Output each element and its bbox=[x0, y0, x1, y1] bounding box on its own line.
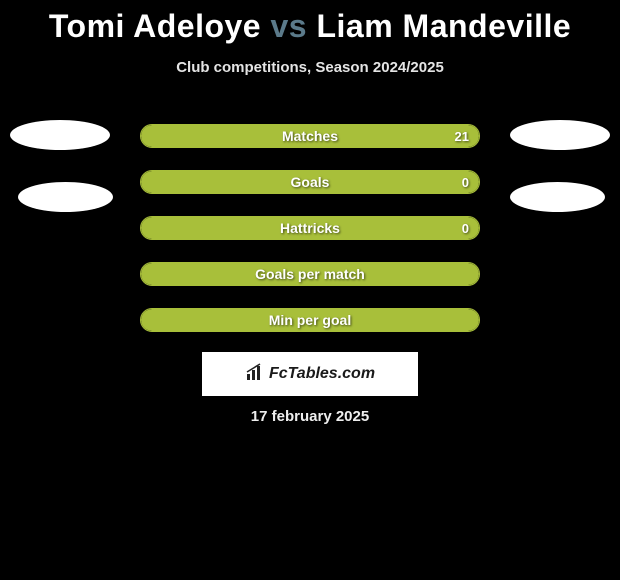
logo-text: FcTables.com bbox=[269, 365, 375, 383]
chart-icon bbox=[245, 362, 265, 387]
stat-value: 0 bbox=[462, 175, 469, 190]
stats-rows: Matches 21 Goals 0 Hattricks 0 Goals per… bbox=[140, 124, 480, 332]
date-text: 17 february 2025 bbox=[0, 408, 620, 425]
placeholder-oval bbox=[510, 120, 610, 150]
placeholder-oval bbox=[510, 182, 605, 212]
stat-row-goals: Goals 0 bbox=[140, 170, 480, 194]
stat-value: 0 bbox=[462, 221, 469, 236]
vs-text: vs bbox=[270, 8, 307, 44]
stat-row-mpg: Min per goal bbox=[140, 308, 480, 332]
stat-row-hattricks: Hattricks 0 bbox=[140, 216, 480, 240]
stat-label: Hattricks bbox=[280, 220, 340, 236]
stat-label: Min per goal bbox=[269, 312, 351, 328]
stat-label: Goals bbox=[291, 174, 330, 190]
stat-value: 21 bbox=[455, 129, 469, 144]
right-ovals bbox=[510, 120, 610, 212]
stat-label: Goals per match bbox=[255, 266, 365, 282]
left-ovals bbox=[10, 120, 113, 212]
placeholder-oval bbox=[10, 120, 110, 150]
stat-row-gpm: Goals per match bbox=[140, 262, 480, 286]
page-title: Tomi Adeloye vs Liam Mandeville bbox=[0, 8, 620, 45]
player2-name: Liam Mandeville bbox=[316, 8, 571, 44]
stat-label: Matches bbox=[282, 128, 338, 144]
placeholder-oval bbox=[18, 182, 113, 212]
logo-box[interactable]: FcTables.com bbox=[202, 352, 418, 396]
player1-name: Tomi Adeloye bbox=[49, 8, 261, 44]
stat-row-matches: Matches 21 bbox=[140, 124, 480, 148]
subtitle: Club competitions, Season 2024/2025 bbox=[0, 59, 620, 76]
